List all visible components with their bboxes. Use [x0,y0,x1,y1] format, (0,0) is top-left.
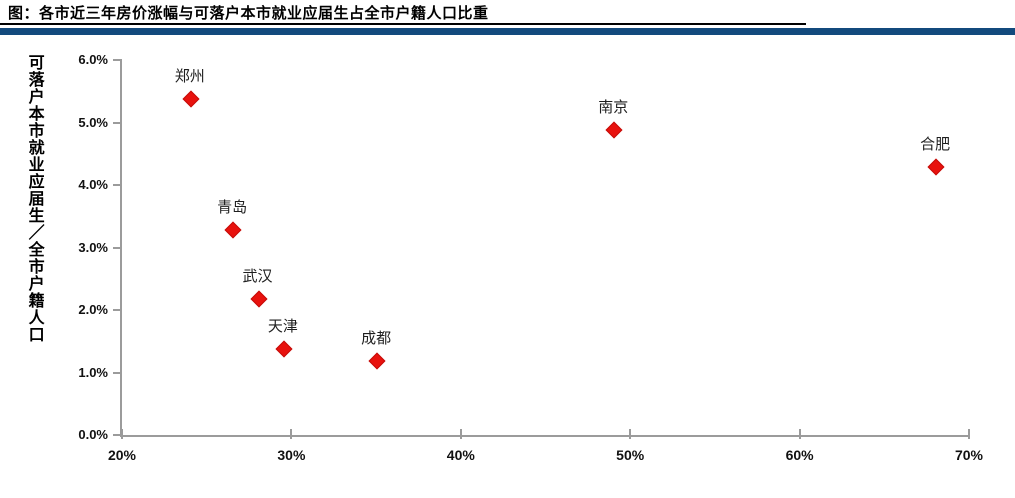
data-point-city-label: 郑州 [174,66,205,85]
data-point-diamond-icon [368,352,386,370]
y-axis-tick-label: 1.0% [78,364,108,380]
y-axis-tick [113,184,122,186]
x-axis-tick [968,429,970,439]
data-point-diamond-icon [275,340,293,357]
x-axis-tick-label: 20% [107,447,137,463]
data-point-diamond-icon [224,221,242,239]
x-axis-tick-label: 60% [785,447,814,463]
x-axis-tick-label: 40% [446,447,475,463]
y-axis-tick-label: 6.0% [78,52,108,67]
data-point-city-label: 成都 [361,329,392,347]
y-axis-tick [113,246,122,249]
y-axis-tick-label: 0.0% [78,427,108,442]
data-point-city-label: 合肥 [920,135,951,154]
x-axis-tick [798,429,801,439]
x-axis-tick-label: 50% [616,447,645,463]
header-accent-bar [0,28,1015,35]
data-point-diamond-icon [250,290,268,307]
title-underline [0,23,806,25]
page-title: 图：各市近三年房价涨幅与可落户本市就业应届生占全市户籍人口比重 [8,4,489,22]
y-axis-tick-label: 4.0% [78,177,108,192]
x-axis-tick [121,429,123,439]
x-axis-tick-label: 70% [954,447,984,463]
data-point-diamond-icon [182,90,200,107]
data-point-city-label: 天津 [267,316,298,335]
data-point-city-label: 武汉 [242,266,273,285]
y-axis-tick [113,434,122,436]
scatter-plot-area: 20% 30% 40% 50% 60% 70% 0.0% 1.0% 2.0% 3.0% 4.0% 5.… [78,52,983,463]
y-axis-tick-label: 2.0% [78,302,108,317]
x-axis-tick [290,429,293,439]
y-axis-tick [113,309,122,311]
data-point-city-label: 南京 [598,97,629,116]
data-point-diamond-icon [927,158,945,176]
y-axis-tick [113,371,122,374]
y-axis-tick-label: 5.0% [78,114,108,130]
x-axis-tick [459,429,462,439]
y-axis-tick-label: 3.0% [78,239,108,255]
y-axis-title: 可落户本市就业应届生／全市户籍人口 [25,54,45,343]
x-axis-tick [629,429,632,439]
data-point-city-label: 青岛 [217,197,248,216]
x-axis-tick-label: 30% [277,447,306,463]
y-axis-tick [113,59,122,61]
y-axis-tick [113,121,122,124]
data-point-diamond-icon [605,121,623,139]
